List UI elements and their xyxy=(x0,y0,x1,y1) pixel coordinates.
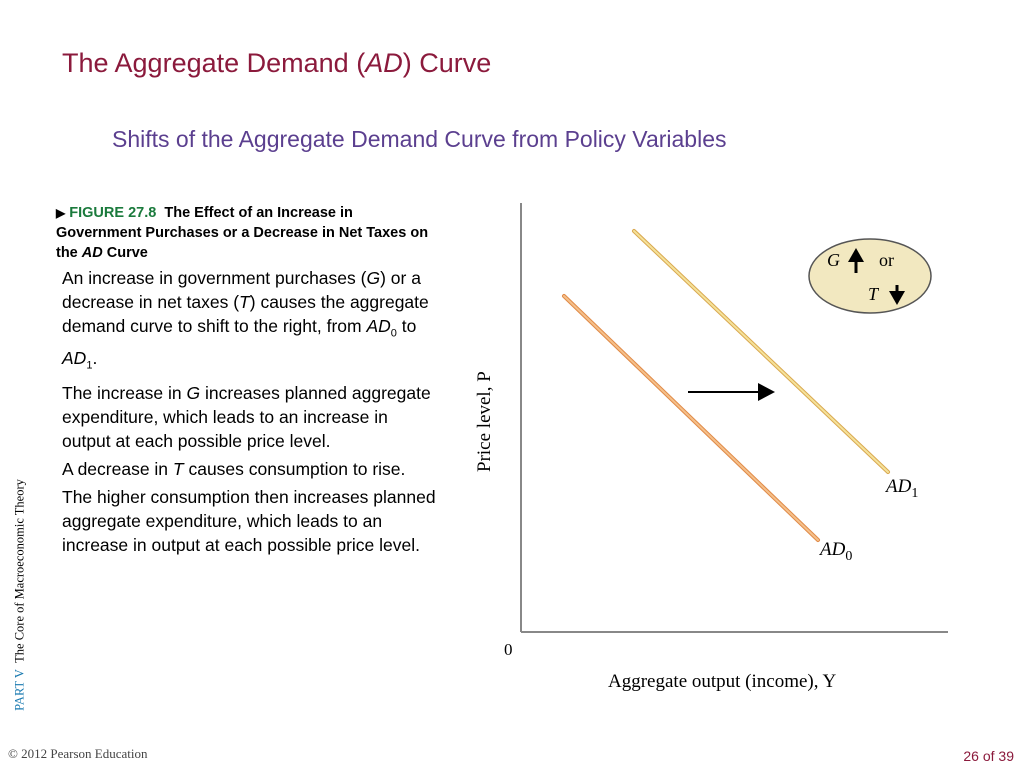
origin-label: 0 xyxy=(504,640,513,659)
body-text: An increase in government purchases (G) … xyxy=(62,266,437,561)
paragraph-3: A decrease in T causes consumption to ri… xyxy=(62,459,406,479)
up-arrow-icon xyxy=(848,248,864,262)
paragraph-2: The increase in G increases planned aggr… xyxy=(62,383,431,451)
legend-g-label: G xyxy=(827,250,840,270)
ad0-label: AD0 xyxy=(818,539,852,564)
y-axis-label: Price level, P xyxy=(474,371,495,472)
figure-number: FIGURE 27.8 xyxy=(69,205,157,221)
shift-arrow-head-icon xyxy=(758,383,775,401)
paragraph-1: An increase in government purchases (G) … xyxy=(62,268,429,371)
page-subtitle: Shifts of the Aggregate Demand Curve fro… xyxy=(112,126,727,152)
x-axis-label: Aggregate output (income), Y xyxy=(608,671,837,692)
legend-t-label: T xyxy=(868,284,880,304)
down-arrow-icon xyxy=(889,291,905,305)
paragraph-4: The higher consumption then increases pl… xyxy=(62,487,436,555)
legend-or-label: or xyxy=(879,250,894,270)
ad1-label: AD1 xyxy=(884,476,918,501)
triangle-bullet-icon: ▶ xyxy=(56,206,66,220)
page-title: The Aggregate Demand (AD) Curve xyxy=(62,48,492,78)
page-number: 26 of 39 xyxy=(963,748,1014,764)
figure-caption: ▶ FIGURE 27.8 The Effect of an Increase … xyxy=(56,205,429,261)
copyright: © 2012 Pearson Education xyxy=(8,746,148,761)
